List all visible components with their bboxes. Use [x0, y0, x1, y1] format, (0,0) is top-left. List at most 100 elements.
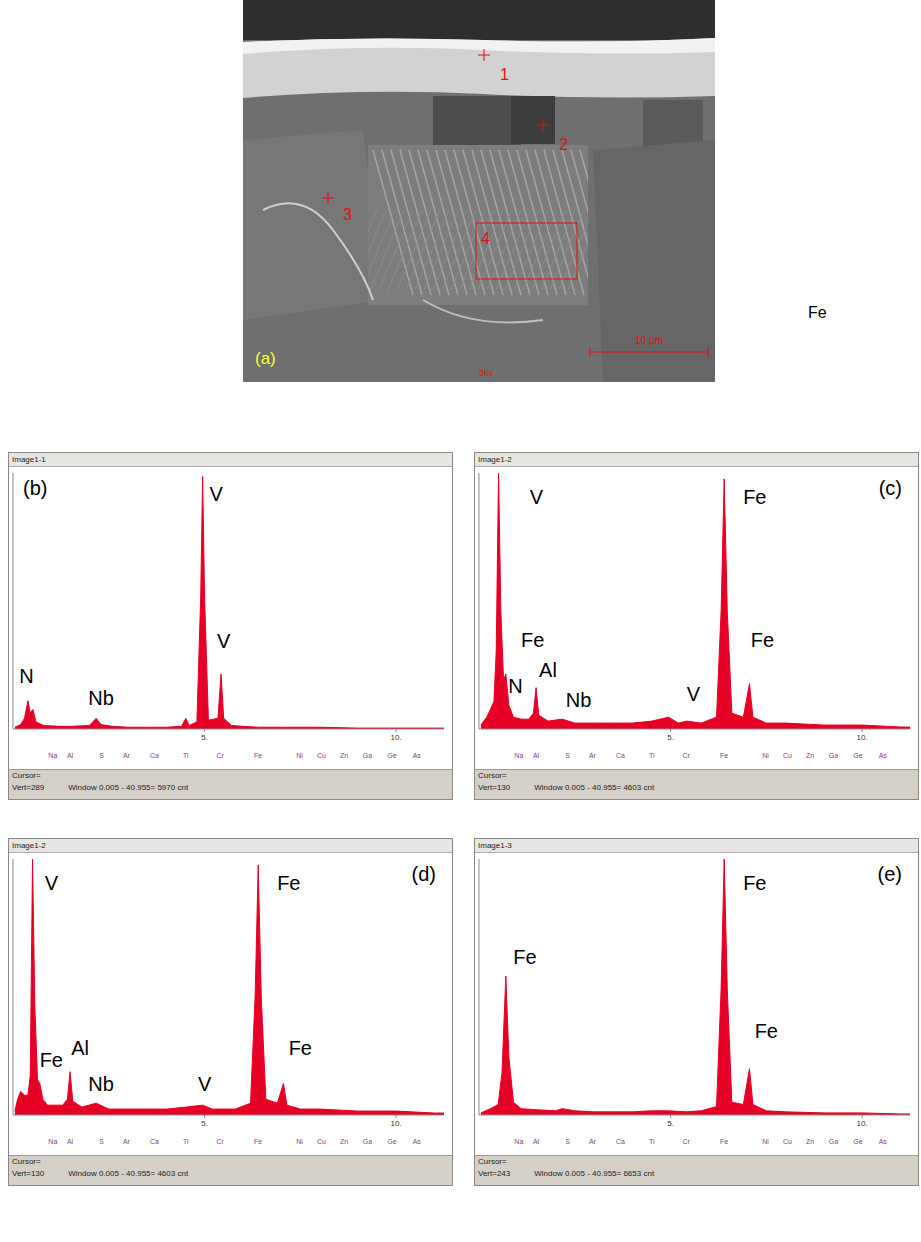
svg-text:Fe: Fe: [743, 872, 766, 894]
svg-text:Ca: Ca: [150, 752, 159, 759]
svg-text:Al: Al: [539, 659, 557, 681]
svg-text:Cu: Cu: [317, 1138, 326, 1145]
svg-text:Zn: Zn: [806, 1138, 814, 1145]
svg-text:Na: Na: [48, 752, 57, 759]
svg-text:Na: Na: [514, 752, 523, 759]
svg-text:Ni: Ni: [296, 1138, 303, 1145]
svg-text:3: 3: [343, 206, 352, 223]
html-text:Cursor=: Cursor=: [12, 771, 41, 780]
svg-text:Cu: Cu: [317, 752, 326, 759]
svg-text:Fe: Fe: [277, 872, 300, 894]
svg-text:Cr: Cr: [217, 752, 225, 759]
svg-text:S: S: [99, 1138, 104, 1145]
svg-text:Cu: Cu: [783, 1138, 792, 1145]
svg-text:10.: 10.: [857, 1119, 868, 1128]
svg-text:Fe: Fe: [720, 1138, 728, 1145]
svg-text:Nb: Nb: [88, 687, 114, 709]
svg-text:5.: 5.: [201, 733, 208, 742]
svg-text:Nb: Nb: [88, 1073, 114, 1095]
svg-text:Fe: Fe: [513, 946, 536, 968]
svg-text:As: As: [879, 752, 888, 759]
html-text:Fe: Fe: [808, 304, 827, 321]
svg-text:As: As: [413, 1138, 422, 1145]
svg-text:3kx: 3kx: [479, 368, 494, 378]
svg-text:Fe: Fe: [720, 752, 728, 759]
svg-text:Zn: Zn: [806, 752, 814, 759]
svg-text:Al: Al: [533, 1138, 540, 1145]
html-text:Image1-1: Image1-1: [12, 455, 46, 464]
svg-text:Fe: Fe: [521, 629, 544, 651]
svg-text:Ca: Ca: [616, 1138, 625, 1145]
svg-text:Zn: Zn: [340, 752, 348, 759]
svg-text:Al: Al: [67, 752, 74, 759]
svg-text:Ge: Ge: [853, 1138, 862, 1145]
svg-text:Al: Al: [71, 1037, 89, 1059]
svg-text:Fe: Fe: [254, 752, 262, 759]
svg-text:Fe: Fe: [289, 1037, 312, 1059]
svg-text:Ni: Ni: [762, 1138, 769, 1145]
svg-text:As: As: [879, 1138, 888, 1145]
svg-text:V: V: [530, 486, 544, 508]
svg-text:Ge: Ge: [387, 752, 396, 759]
svg-text:N: N: [19, 665, 33, 687]
svg-text:Al: Al: [533, 752, 540, 759]
svg-text:N: N: [508, 675, 522, 697]
svg-text:Ge: Ge: [853, 752, 862, 759]
svg-text:V: V: [198, 1073, 212, 1095]
svg-text:10.: 10.: [391, 1119, 402, 1128]
html-text:(e): (e): [877, 863, 902, 885]
svg-text:Ti: Ti: [183, 1138, 189, 1145]
svg-text:(a): (a): [255, 349, 276, 368]
svg-text:Cr: Cr: [683, 752, 691, 759]
svg-text:S: S: [99, 752, 104, 759]
svg-text:Ga: Ga: [829, 752, 838, 759]
svg-text:V: V: [687, 683, 701, 705]
svg-text:Cr: Cr: [217, 1138, 225, 1145]
svg-text:Ca: Ca: [150, 1138, 159, 1145]
svg-text:Fe: Fe: [254, 1138, 262, 1145]
svg-text:V: V: [45, 872, 59, 894]
svg-text:Ge: Ge: [387, 1138, 396, 1145]
svg-text:V: V: [209, 483, 223, 505]
svg-text:Ca: Ca: [616, 752, 625, 759]
svg-text:Fe: Fe: [751, 629, 774, 651]
svg-text:Al: Al: [67, 1138, 74, 1145]
svg-text:Cu: Cu: [783, 752, 792, 759]
svg-text:Ga: Ga: [363, 1138, 372, 1145]
svg-text:Ti: Ti: [649, 1138, 655, 1145]
svg-text:S: S: [565, 1138, 570, 1145]
svg-text:1: 1: [500, 66, 509, 83]
svg-text:5.: 5.: [201, 1119, 208, 1128]
svg-text:Cr: Cr: [683, 1138, 691, 1145]
svg-text:Ni: Ni: [762, 752, 769, 759]
svg-text:10 µm: 10 µm: [635, 335, 663, 346]
svg-text:Fe: Fe: [755, 1020, 778, 1042]
svg-text:V: V: [217, 630, 231, 652]
html-text:(b): (b): [23, 477, 48, 499]
svg-text:5.: 5.: [667, 733, 674, 742]
svg-text:Ga: Ga: [363, 752, 372, 759]
svg-text:5.: 5.: [667, 1119, 674, 1128]
svg-text:Nb: Nb: [566, 689, 592, 711]
svg-text:Ar: Ar: [589, 1138, 597, 1145]
svg-text:Fe: Fe: [40, 1049, 63, 1071]
svg-text:Ga: Ga: [829, 1138, 838, 1145]
svg-text:Fe: Fe: [743, 486, 766, 508]
svg-text:Zn: Zn: [340, 1138, 348, 1145]
svg-text:S: S: [565, 752, 570, 759]
svg-text:2: 2: [559, 136, 568, 153]
html-text:(d): (d): [411, 863, 436, 885]
svg-text:10.: 10.: [391, 733, 402, 742]
svg-text:Ar: Ar: [123, 752, 131, 759]
html-text:(c): (c): [878, 477, 902, 499]
svg-text:As: As: [413, 752, 422, 759]
svg-text:Ni: Ni: [296, 752, 303, 759]
svg-text:Ar: Ar: [123, 1138, 131, 1145]
svg-text:Ar: Ar: [589, 752, 597, 759]
svg-text:Na: Na: [514, 1138, 523, 1145]
svg-text:10.: 10.: [857, 733, 868, 742]
svg-text:4: 4: [481, 230, 490, 247]
svg-text:Ti: Ti: [183, 752, 189, 759]
svg-text:Ti: Ti: [649, 752, 655, 759]
svg-text:Na: Na: [48, 1138, 57, 1145]
